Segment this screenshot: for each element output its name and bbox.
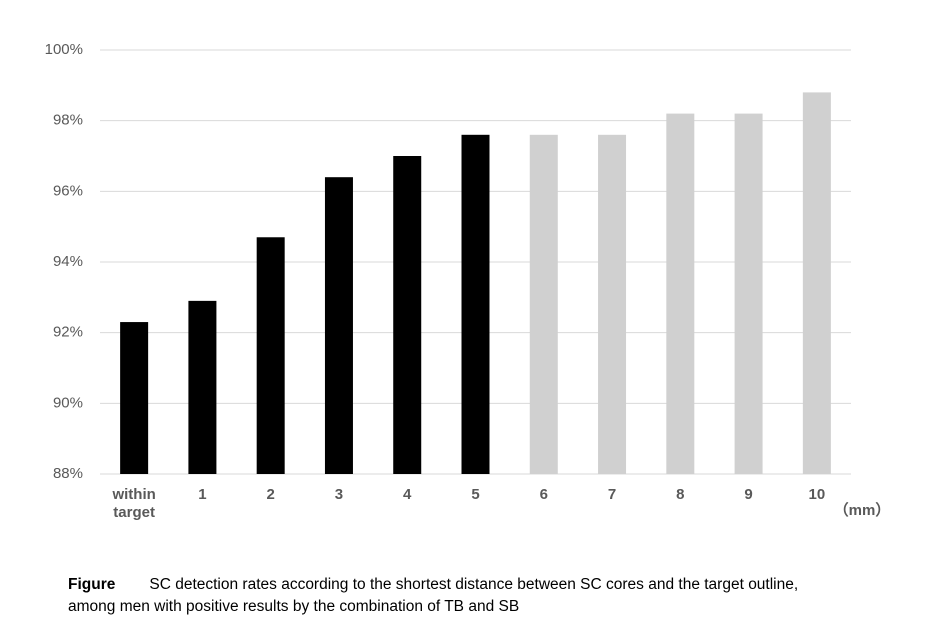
x-tick-label: 8	[676, 486, 685, 503]
x-tick-label: 4	[403, 486, 412, 503]
bar	[598, 134, 627, 475]
bar	[120, 322, 149, 474]
x-tick-label: 1	[198, 486, 207, 503]
caption-label: Figure	[68, 576, 116, 593]
bar	[393, 156, 422, 474]
x-tick-label: 3	[334, 486, 344, 503]
y-tick-label: 88%	[53, 465, 83, 482]
caption-text: SC detection rates according to the shor…	[68, 576, 799, 615]
x-tick-label: 7	[607, 486, 617, 503]
y-tick-label: 98%	[53, 112, 83, 129]
bar	[324, 177, 353, 474]
caption: Figure SC detection rates according to th…	[68, 574, 803, 618]
x-tick-label: 10	[808, 486, 826, 503]
x-tick-label: 6	[539, 486, 548, 503]
x-tick-label: 9	[744, 486, 753, 503]
bar	[461, 134, 490, 475]
x-tick-label: within target	[112, 486, 156, 521]
y-tick-label: 96%	[53, 182, 83, 199]
bar	[529, 134, 558, 475]
x-tick-label: 5	[471, 486, 480, 503]
bar	[666, 113, 695, 474]
chart: 88% 90% 92% 94% 96% 98% 100% （mm）	[45, 41, 891, 519]
x-tick-label: 2	[266, 486, 275, 503]
bar	[734, 113, 763, 474]
x-axis-label: （mm）	[834, 501, 891, 519]
bar	[256, 237, 285, 474]
y-tick-label: 92%	[53, 324, 83, 341]
bar	[188, 300, 217, 474]
y-tick-label: 100%	[45, 41, 83, 58]
y-tick-label: 94%	[53, 253, 83, 270]
bar	[802, 92, 831, 475]
y-tick-label: 90%	[53, 394, 83, 411]
